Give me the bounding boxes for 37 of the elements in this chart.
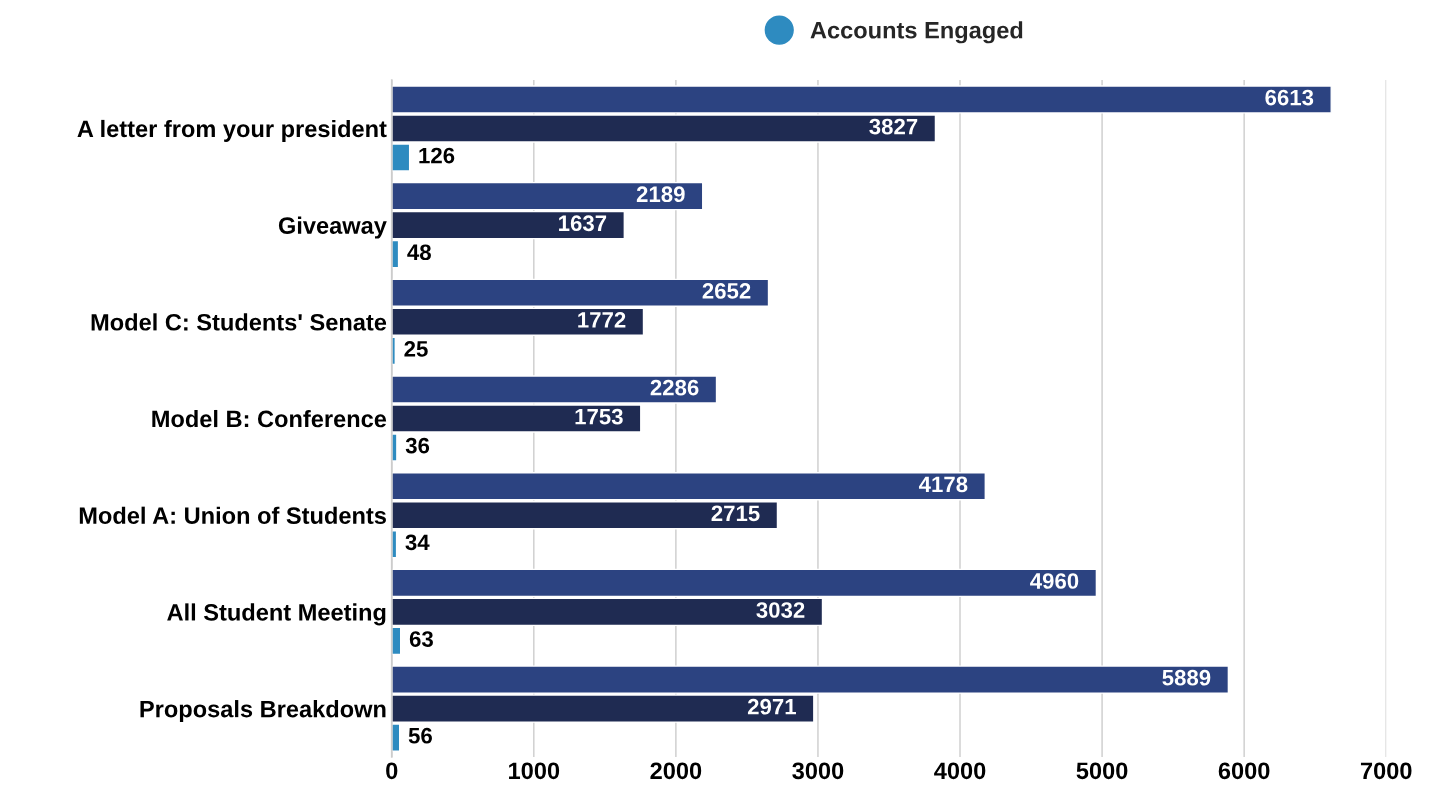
x-tick-label: 7000 xyxy=(1360,762,1412,780)
legend-label: Accounts Engaged xyxy=(810,21,1023,44)
x-tick-label: 4000 xyxy=(934,762,986,780)
data-label: 126 xyxy=(419,147,455,164)
data-label: 6613 xyxy=(1265,89,1314,106)
data-label: 2715 xyxy=(711,505,760,522)
data-label: 4960 xyxy=(1030,573,1079,589)
data-label: 3032 xyxy=(756,602,805,618)
data-label: 5889 xyxy=(1162,669,1211,686)
y-tick-label: Model A: Union of Students xyxy=(79,506,386,524)
data-label: 1637 xyxy=(559,215,607,232)
data-label: 36 xyxy=(405,437,430,454)
data-label: 3827 xyxy=(869,118,918,135)
data-label: 25 xyxy=(404,341,428,357)
data-label: 2189 xyxy=(636,186,685,203)
y-tick-label: Giveaway xyxy=(278,216,387,239)
data-label: 63 xyxy=(409,631,433,647)
data-label: 48 xyxy=(407,244,431,261)
x-tick-label: 3000 xyxy=(792,762,844,780)
x-tick-label: 1000 xyxy=(509,762,560,780)
y-tick-label: A letter from your president xyxy=(77,119,387,142)
data-label: 56 xyxy=(408,727,432,744)
data-label: 34 xyxy=(405,534,430,551)
data-label: 2652 xyxy=(702,283,751,299)
y-tick-label: Model B: Conference xyxy=(152,409,387,428)
data-label: 1772 xyxy=(578,312,626,328)
y-tick-label: Model C: Students' Senate xyxy=(91,313,387,331)
x-tick-label: 5000 xyxy=(1076,762,1128,780)
data-label: 1753 xyxy=(575,408,623,425)
x-tick-label: 0 xyxy=(386,762,398,780)
y-tick-label: Proposals Breakdown xyxy=(140,700,386,723)
data-label: 2971 xyxy=(747,698,796,715)
data-label: 4178 xyxy=(918,476,968,493)
x-tick-label: 6000 xyxy=(1218,762,1270,780)
y-tick-label: All Student Meeting xyxy=(167,603,386,626)
x-tick-label: 2000 xyxy=(650,762,702,780)
data-label: 2286 xyxy=(650,379,699,396)
